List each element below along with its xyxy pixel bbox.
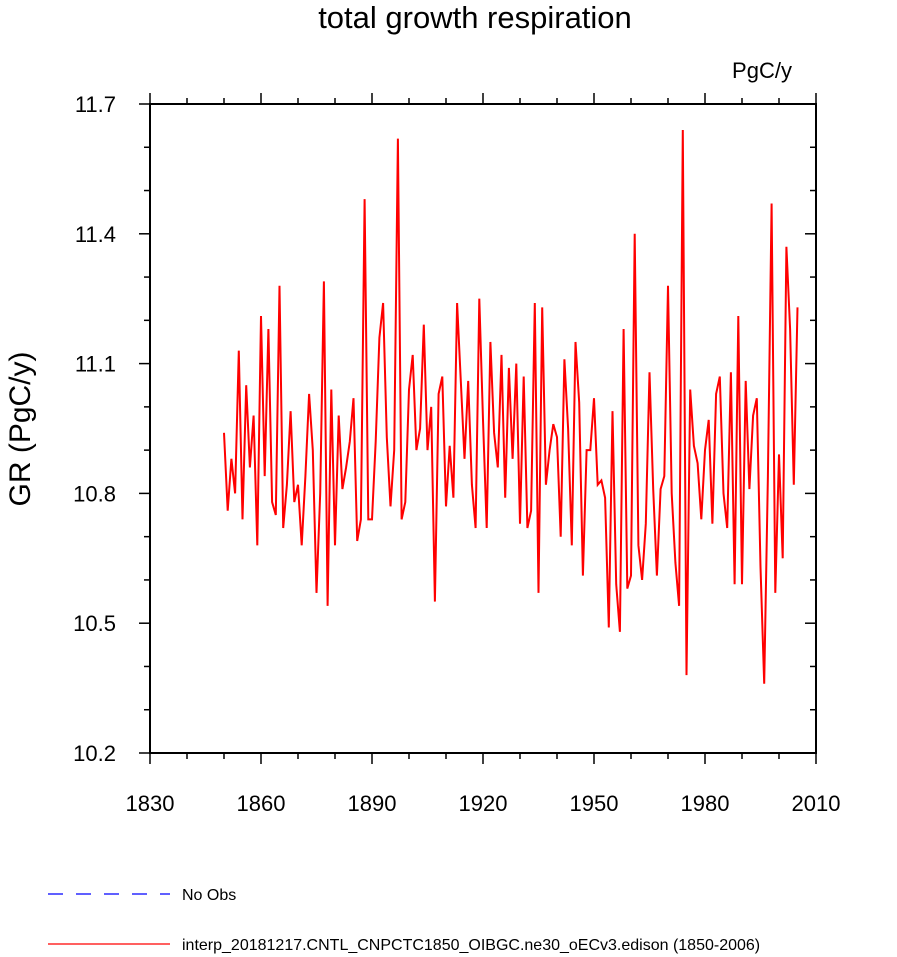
x-tick-label: 2010	[792, 791, 841, 816]
y-axis-label: GR (PgC/y)	[4, 351, 37, 506]
x-tick-label: 1830	[126, 791, 175, 816]
ticks	[139, 93, 817, 764]
y-tick-label: 10.8	[73, 481, 116, 506]
x-tick-label: 1950	[570, 791, 619, 816]
legend-label-model: interp_20181217.CNTL_CNPCTC1850_OIBGC.ne…	[182, 937, 760, 954]
x-tick-label: 1980	[681, 791, 730, 816]
y-tick-labels: 10.2 10.5 10.8 11.1 11.4 11.7	[73, 92, 116, 766]
y-tick-label: 11.1	[75, 352, 116, 377]
y-tick-label: 10.2	[73, 741, 116, 766]
x-tick-label: 1920	[459, 791, 508, 816]
x-tick-label: 1890	[348, 791, 397, 816]
x-tick-labels: 1830 1860 1890 1920 1950 1980 2010	[126, 791, 841, 816]
y-tick-label: 10.5	[73, 611, 116, 636]
y-tick-label: 11.7	[75, 92, 116, 117]
series-group	[223, 129, 799, 684]
legend-label-no-obs: No Obs	[182, 887, 236, 904]
x-tick-label: 1860	[237, 791, 286, 816]
y-tick-label: 11.4	[75, 222, 116, 247]
units-label: PgC/y	[732, 58, 792, 83]
legend: No Obs interp_20181217.CNTL_CNPCTC1850_O…	[48, 887, 760, 954]
series-line	[223, 129, 799, 684]
chart-title: total growth respiration	[318, 0, 632, 35]
